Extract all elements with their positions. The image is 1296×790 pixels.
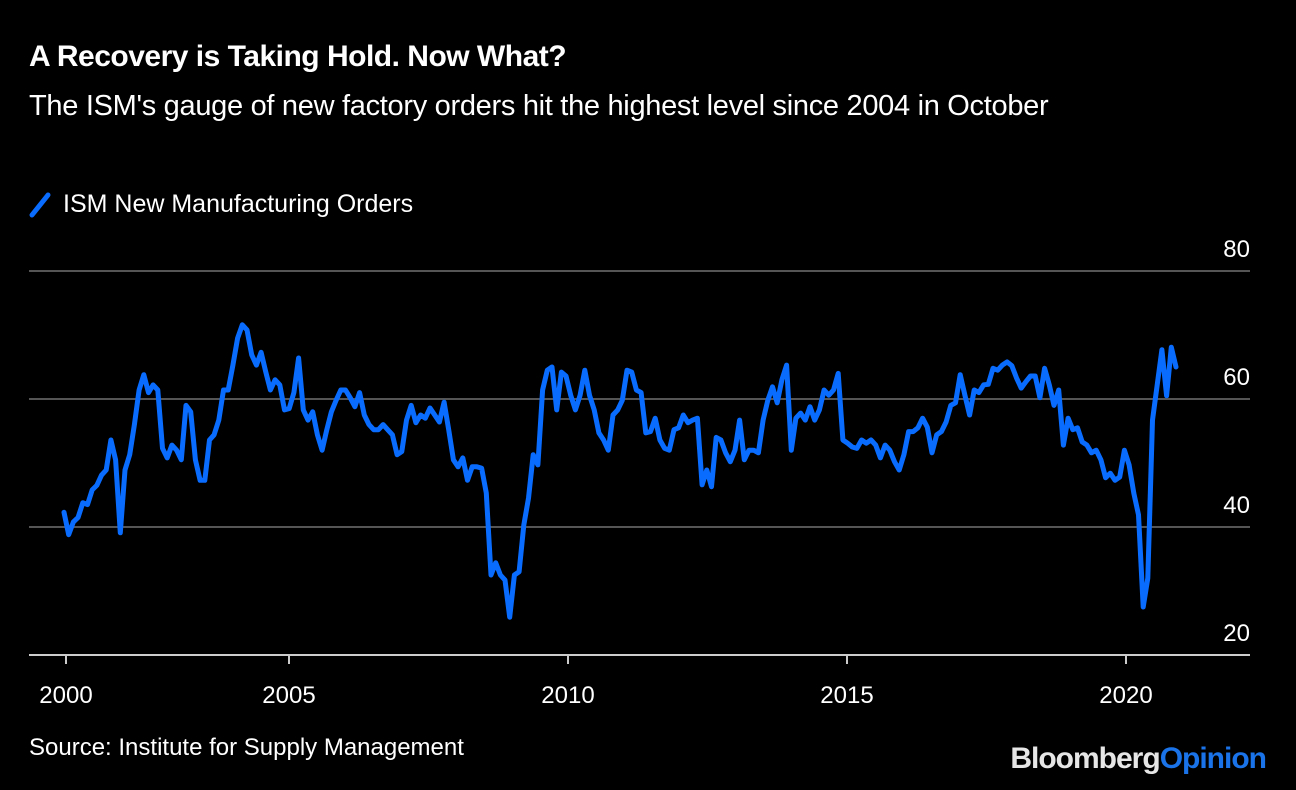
brand-logo: BloombergOpinion — [1010, 742, 1267, 776]
y-axis-tick-labels: 20 40 60 80 — [1223, 236, 1250, 647]
legend-line-swatch-icon — [29, 192, 51, 217]
y-tick-label: 20 — [1223, 620, 1250, 647]
x-tick-label: 2005 — [262, 682, 315, 709]
y-tick-label: 40 — [1223, 492, 1250, 519]
legend: ISM New Manufacturing Orders — [29, 190, 413, 219]
chart-title: A Recovery is Taking Hold. Now What? — [29, 40, 567, 73]
series-lines — [61, 322, 1179, 620]
x-tick-label: 2010 — [541, 682, 594, 709]
series-line-ism-new-orders — [61, 322, 1179, 620]
legend-label: ISM New Manufacturing Orders — [63, 190, 414, 218]
x-tick-label: 2020 — [1099, 682, 1152, 709]
x-tick-label: 2000 — [39, 682, 92, 709]
source-note: Source: Institute for Supply Management — [29, 734, 464, 761]
x-tick-label: 2015 — [820, 682, 873, 709]
x-axis: 2000 2005 2010 2015 2020 — [29, 654, 1250, 709]
chart-subtitle: The ISM's gauge of new factory orders hi… — [29, 90, 1049, 122]
y-tick-label: 80 — [1223, 236, 1250, 263]
brand-opinion: Opinion — [1159, 742, 1267, 775]
y-tick-label: 60 — [1223, 364, 1250, 391]
brand-bloomberg: Bloomberg — [1010, 742, 1160, 775]
